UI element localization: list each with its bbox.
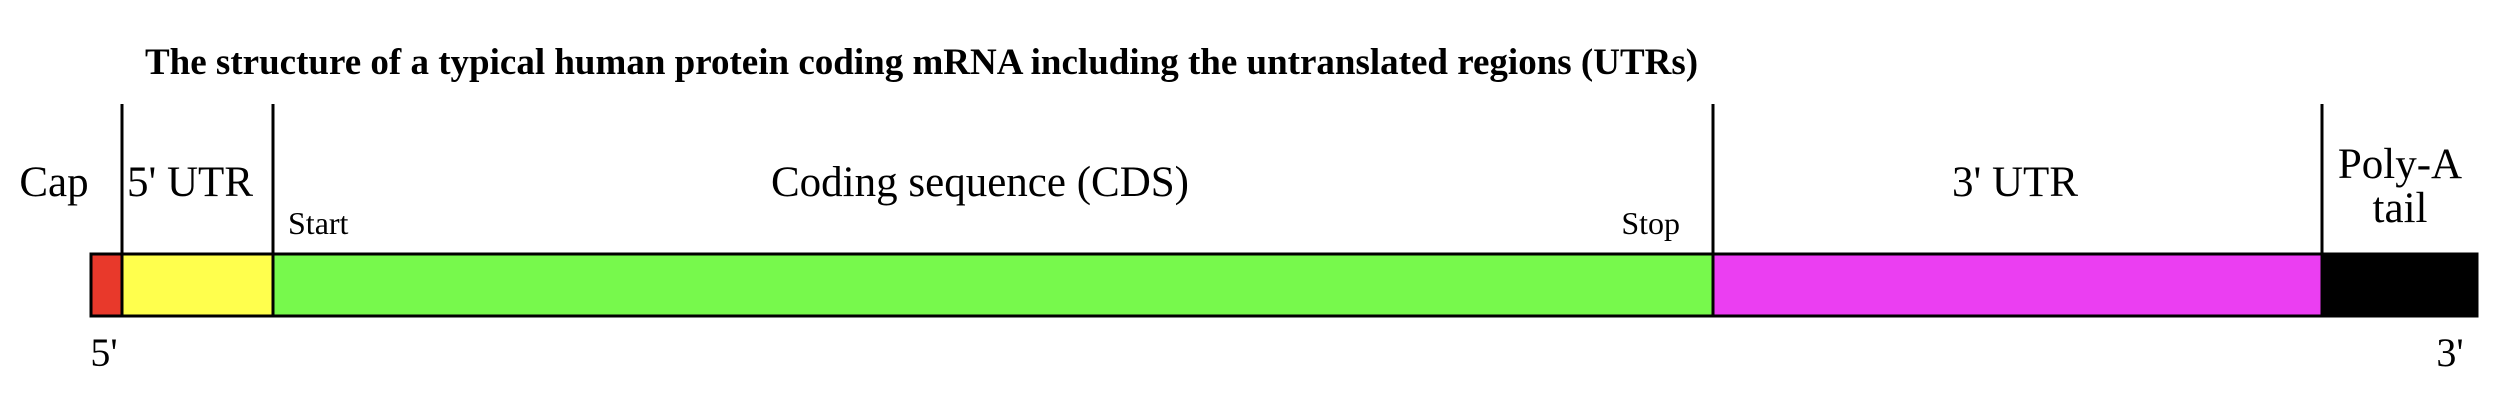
utr3-label: 3' UTR <box>1952 159 2078 206</box>
utr5-label: 5' UTR <box>127 159 253 206</box>
polya-label-line2: tail <box>2373 185 2428 232</box>
cap-segment <box>89 252 124 318</box>
cds-segment <box>271 252 1715 318</box>
three-prime-end-label: 3' <box>2436 330 2463 375</box>
diagram-title: The structure of a typical human protein… <box>145 42 1698 83</box>
stop-codon-label: Stop <box>1621 205 1680 241</box>
polya-label-line1: Poly-A <box>2338 141 2462 188</box>
utr3-segment <box>1711 252 2324 318</box>
cap-label: Cap <box>19 159 88 206</box>
polya-segment <box>2320 252 2479 318</box>
utr5-segment <box>120 252 275 318</box>
start-codon-label: Start <box>288 205 349 241</box>
five-prime-end-label: 5' <box>90 330 117 375</box>
cds-label: Coding sequence (CDS) <box>771 159 1189 206</box>
